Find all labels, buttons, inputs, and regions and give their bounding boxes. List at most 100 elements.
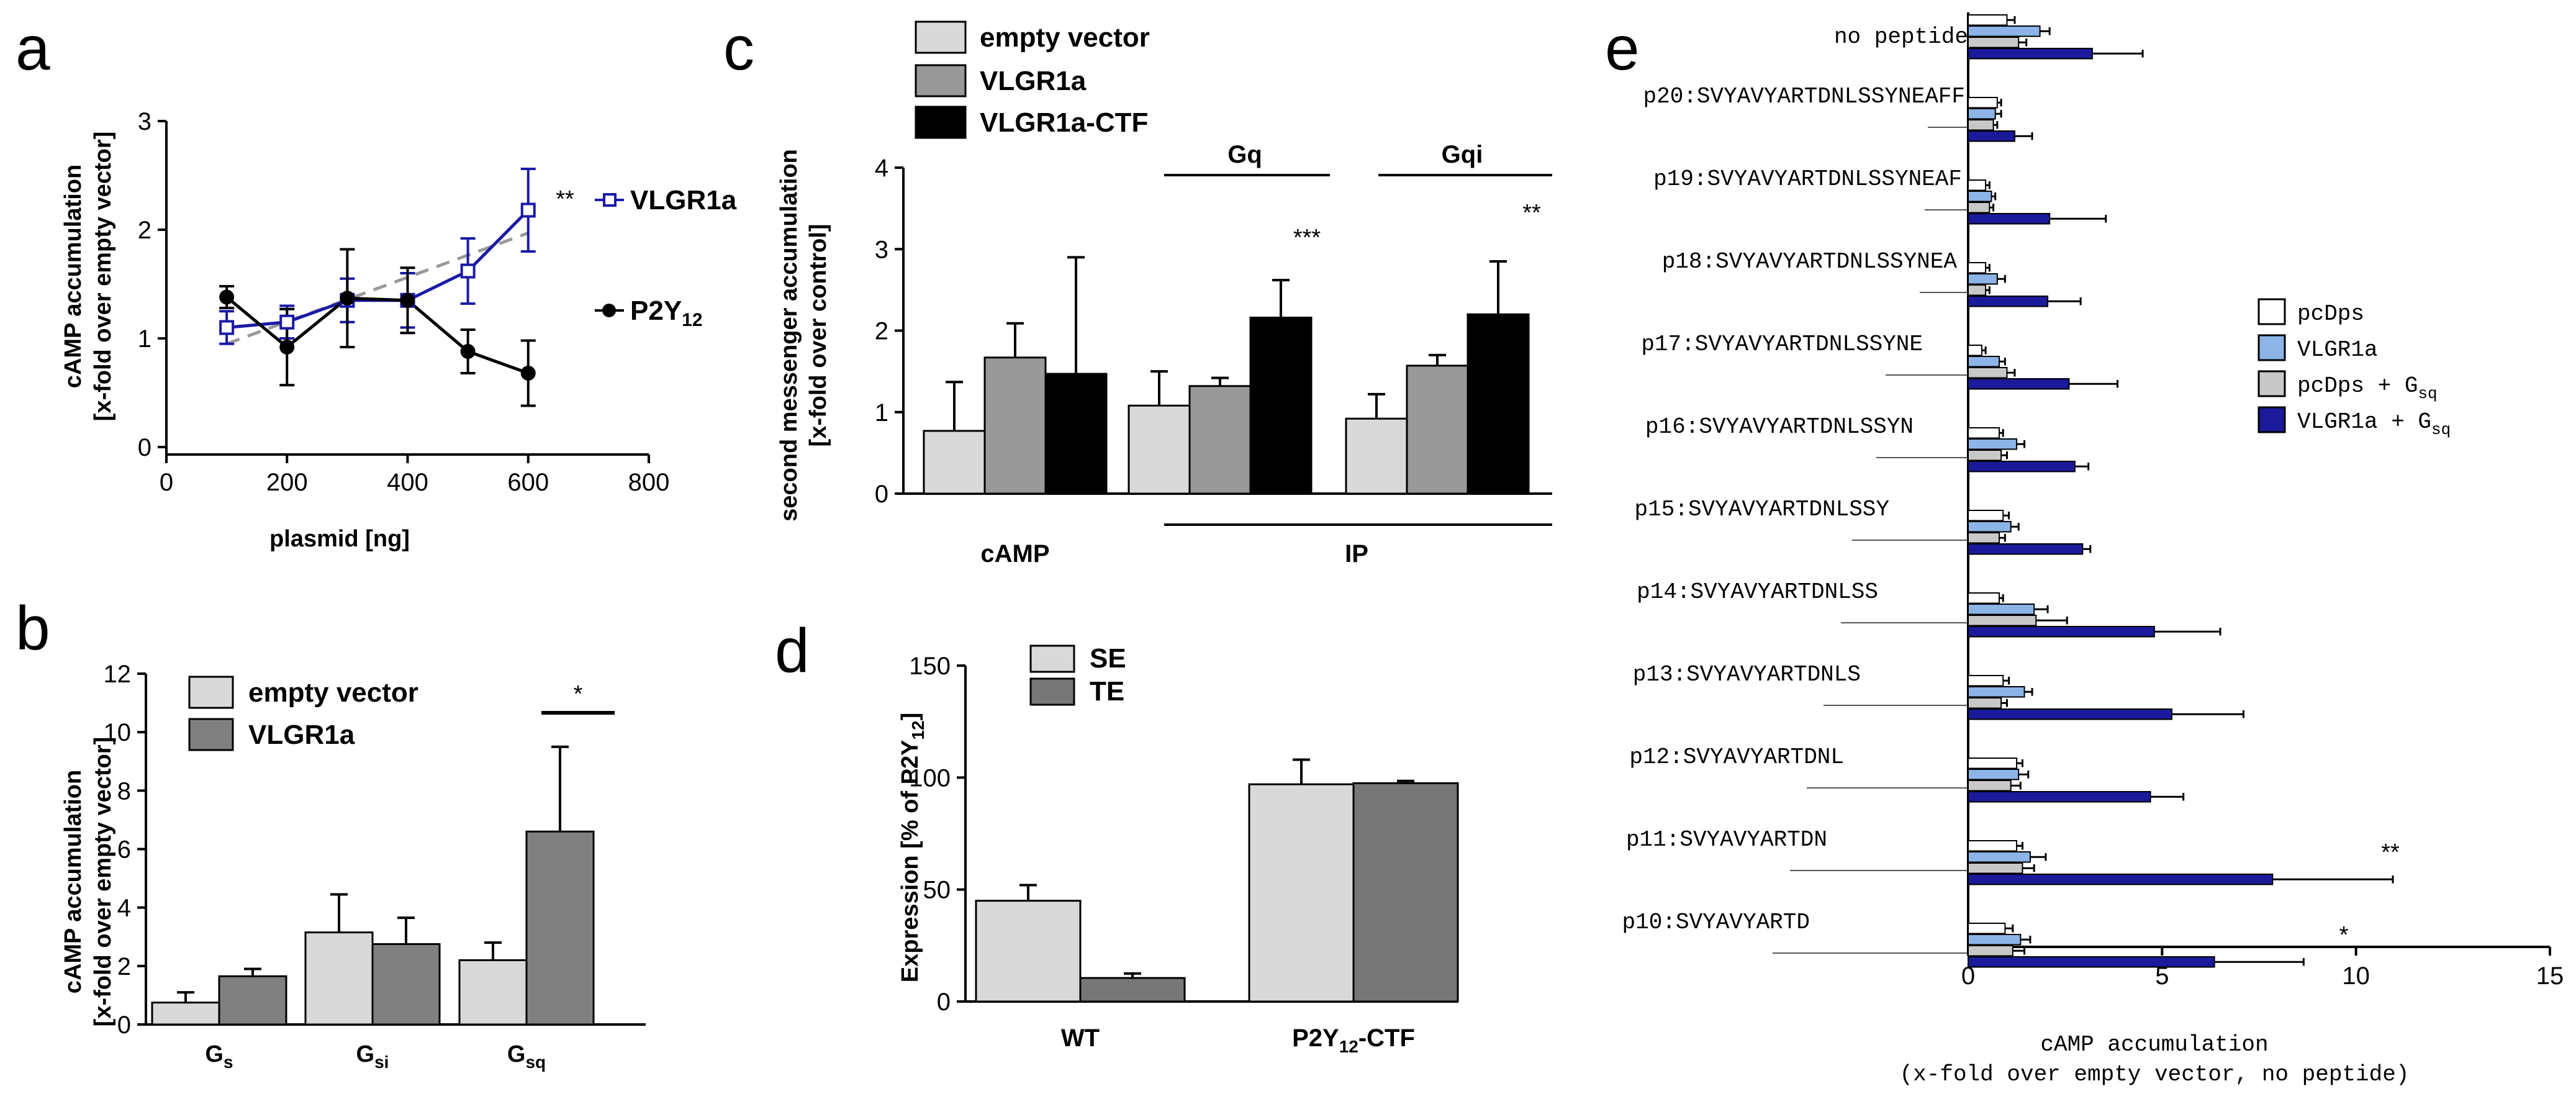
panel-d-marks (964, 666, 1459, 1003)
panel-c-group-ip: IP (1345, 540, 1368, 568)
panel-e-bar (1968, 296, 2049, 307)
panel-e-bar (1968, 108, 1996, 120)
panel-a-xtick-label: 800 (628, 469, 670, 496)
panel-b-bar (151, 1002, 220, 1026)
panel-d-yticks: 0 50 100 150 (909, 653, 965, 1016)
panel-b-bar (525, 830, 595, 1026)
panel-c-ylabel2: [x-fold over control] (805, 224, 831, 447)
panel-a-xtick-label: 600 (507, 469, 549, 496)
panel-e-bar (1968, 956, 2215, 968)
panel-e-bar (1968, 592, 2000, 604)
panel-a-point-p2y12 (279, 340, 295, 355)
panel-a-ylabel: cAMP accumulation (60, 165, 86, 388)
legend-d-te-label: TE (1090, 676, 1124, 707)
panel-a-ytick-label: 3 (138, 108, 151, 135)
panel-e-bar (1968, 378, 2070, 390)
panel-b-marks (145, 674, 646, 1026)
legend-a-vlgr1a-marker (603, 193, 617, 207)
panel-a-point-p2y12 (460, 344, 476, 359)
panel-e-bar (1968, 791, 2151, 803)
panel-b-significance: * (574, 681, 583, 707)
panel-letter-e: e (1605, 14, 1640, 83)
panel-c-marks (902, 168, 1552, 495)
panel-letter-b: b (16, 594, 50, 663)
panel-e-category-label: p14:SVYAVYARTDNLSS (1637, 579, 1878, 605)
panel-e-bar (1968, 273, 1998, 285)
panel-a-point-p2y12 (219, 289, 235, 305)
panel-b-cat-gs: Gs (205, 1041, 233, 1072)
panel-a-xticks: 0 200 400 600 800 (160, 455, 670, 496)
panel-a-point-p2y12 (340, 291, 355, 306)
panel-d-chart: Expression [% of P2Y12] 0 50 100 150 WT P2Y… (897, 643, 1459, 1056)
legend-c-vlgr1a-swatch (915, 64, 967, 97)
panel-e-bar (1968, 769, 2020, 780)
legend-e-swatch (2257, 334, 2286, 361)
panel-e-bar (1968, 934, 2022, 946)
panel-e-bar (1968, 532, 2000, 544)
panel-c-chart: second messenger accumulation [x-fold ov… (776, 20, 1552, 568)
legend-b-vlgr1a-label: VLGR1a (248, 720, 355, 750)
panel-a-xtick-label: 200 (266, 469, 308, 496)
panel-d-ylabel: Expression [% of P2Y12] (897, 713, 928, 982)
panel-e-legend: pcDps VLGR1a pcDps + Gsq VLGR1a + Gsq (2257, 298, 2451, 439)
panel-c-bar (1406, 364, 1469, 495)
panel-e-xtick-label: 10 (2342, 962, 2370, 990)
legend-e-label: VLGR1a + Gsq (2297, 409, 2451, 439)
panel-a-point-vlgr1a (520, 202, 536, 218)
panel-a-xtick-label: 400 (387, 469, 428, 496)
panel-e-bar (1968, 697, 2002, 709)
panel-c-bar (923, 430, 986, 495)
panel-b-bar (304, 931, 374, 1026)
legend-a-p2y12-marker (602, 304, 616, 317)
panel-c-bar (1128, 404, 1191, 495)
panel-b-ytick-label: 12 (104, 661, 132, 688)
panel-b-ylabel2: [x-fold over empty vector] (90, 737, 116, 1027)
panel-d-bar (975, 900, 1082, 1003)
panel-d-cat-wt: WT (1061, 1024, 1100, 1052)
panel-e-bar (1968, 356, 2000, 368)
legend-e-label: pcDps (2297, 301, 2364, 327)
panel-e-category-label: p20:SVYAVYARTDNLSSYNEAFF (1643, 84, 1965, 109)
panel-letter-c: c (723, 14, 754, 83)
panel-c-group-gq: Gq (1227, 141, 1262, 168)
panel-c-bar (1044, 373, 1108, 495)
legend-e-label: VLGR1a (2297, 337, 2378, 363)
panel-b-bar (218, 975, 287, 1026)
panel-b-ytick-label: 10 (104, 719, 132, 746)
panel-e-xlabel2: (x-fold over empty vector, no peptide) (1900, 1062, 2410, 1087)
panel-e-bar (1968, 758, 2018, 769)
panel-e-bar (1968, 345, 1982, 356)
panel-b-ylabel: cAMP accumulation (60, 770, 86, 993)
panel-e-bar (1968, 48, 2093, 60)
panel-e-category-label: no peptide (1834, 24, 1968, 50)
legend-b-vlgr1a-swatch (188, 718, 234, 751)
panel-b-ytick-label: 4 (117, 895, 131, 922)
legend-b-empty-swatch (188, 676, 234, 709)
legend-a-vlgr1a-label: VLGR1a (630, 185, 737, 215)
panel-a-ytick-label: 0 (138, 434, 151, 461)
legend-d-te-swatch (1029, 677, 1075, 706)
panel-e-category-label: p10:SVYAVYARTD (1622, 910, 1810, 935)
panel-e-xtick-label: 0 (1961, 962, 1975, 990)
panel-e-bar (1968, 521, 2012, 533)
panel-e-bar (1968, 25, 2041, 37)
panel-c-group-camp: cAMP (980, 540, 1049, 568)
panel-c-ytick-label: 0 (875, 481, 888, 508)
panel-e-bar (1968, 862, 2023, 874)
panel-a-marks (165, 121, 649, 456)
panel-e-significance-p10: * (2339, 922, 2349, 948)
panel-c-significance-gqi: ** (1522, 200, 1541, 226)
panel-a-ylabel2: [x-fold over empty vector] (90, 132, 116, 422)
panel-b-ytick-label: 0 (117, 1011, 131, 1039)
legend-c-ctf-swatch (915, 106, 967, 139)
panel-e-xticks: 0 5 10 15 (1961, 947, 2564, 990)
legend-c-vlgr1a-label: VLGR1a (980, 66, 1087, 96)
panel-b-yticks: 0 2 4 6 8 10 12 (104, 661, 146, 1039)
legend-e-label: pcDps + Gsq (2297, 373, 2438, 403)
panel-e-bar (1968, 284, 1987, 296)
panel-e-category-label: p15:SVYAVYARTDNLSSY (1635, 497, 1889, 522)
panel-b-bar (458, 959, 528, 1026)
panel-e-bar (1968, 461, 2076, 473)
panel-e-bar (1968, 874, 2274, 885)
